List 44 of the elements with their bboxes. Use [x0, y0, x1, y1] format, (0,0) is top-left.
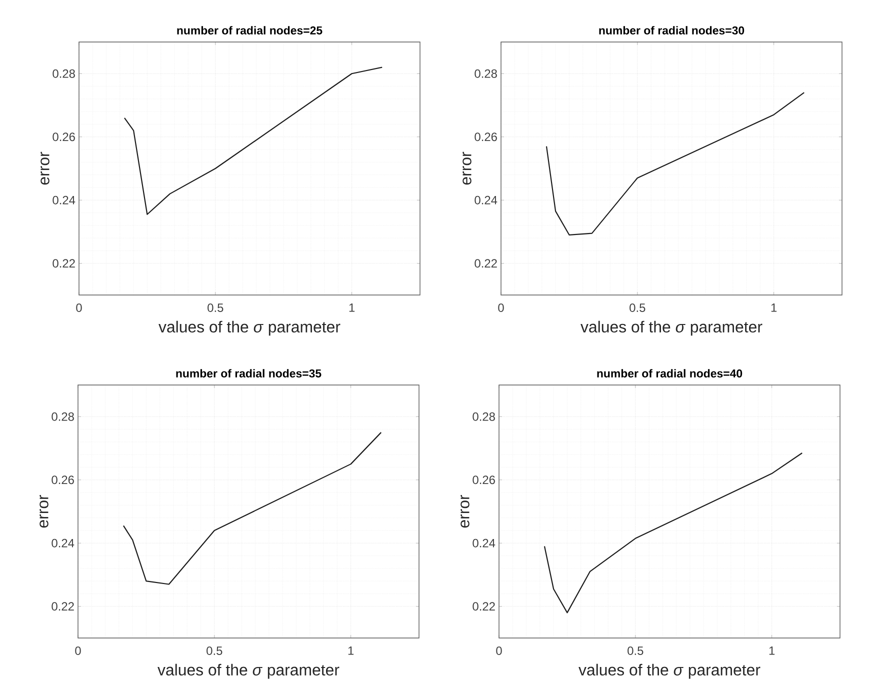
- line-series: [122, 432, 382, 585]
- y-tick-label: 0.22: [52, 602, 74, 611]
- x-tick-label: 1: [348, 646, 354, 655]
- y-axis-title: error: [40, 494, 48, 528]
- x-tick-label: 0.5: [208, 304, 224, 312]
- line-series: [124, 66, 383, 215]
- line-series: [544, 452, 803, 614]
- y-tick-label: 0.22: [474, 259, 497, 268]
- x-tick-label: 1: [771, 304, 777, 312]
- y-tick-label: 0.26: [52, 476, 74, 484]
- y-tick-label: 0.22: [472, 602, 495, 611]
- y-tick-label: 0.26: [472, 476, 495, 484]
- x-tick-label: 0: [498, 304, 504, 312]
- x-tick-label: 1: [769, 646, 775, 655]
- y-tick-label: 0.26: [474, 132, 497, 142]
- y-tick-label: 0.24: [474, 196, 498, 204]
- y-tick-label: 0.26: [52, 132, 75, 142]
- chart-title: number of radial nodes=30: [599, 26, 744, 34]
- y-tick-label: 0.28: [52, 412, 74, 421]
- x-axis-title: values of the σ parameter: [578, 664, 760, 679]
- x-tick-label: 1: [349, 304, 355, 312]
- x-axis-title: values of the σ parameter: [158, 664, 340, 679]
- y-axis-title: error: [40, 152, 50, 185]
- y-tick-label: 0.24: [52, 538, 74, 548]
- x-tick-label: 0.5: [630, 304, 646, 312]
- x-axis-title: values of the σ parameter: [580, 320, 762, 336]
- chart-title: number of radial nodes=35: [176, 369, 322, 378]
- y-tick-label: 0.24: [472, 538, 496, 548]
- chart-title: number of radial nodes=40: [597, 369, 742, 378]
- x-tick-label: 0: [496, 646, 502, 655]
- y-axis-title: error: [462, 152, 472, 185]
- y-tick-label: 0.28: [52, 69, 75, 78]
- chart-title: number of radial nodes=25: [177, 26, 322, 34]
- y-tick-label: 0.28: [472, 412, 495, 421]
- y-axis-title: error: [460, 494, 470, 528]
- x-tick-label: 0: [75, 646, 81, 655]
- x-axis-title: values of the σ parameter: [158, 320, 340, 336]
- y-tick-label: 0.22: [52, 259, 75, 268]
- x-tick-label: 0: [76, 304, 82, 312]
- x-tick-label: 0.5: [628, 646, 644, 655]
- line-series: [546, 92, 805, 236]
- y-tick-label: 0.28: [474, 69, 497, 78]
- x-tick-label: 0.5: [206, 646, 222, 655]
- y-tick-label: 0.24: [52, 196, 76, 204]
